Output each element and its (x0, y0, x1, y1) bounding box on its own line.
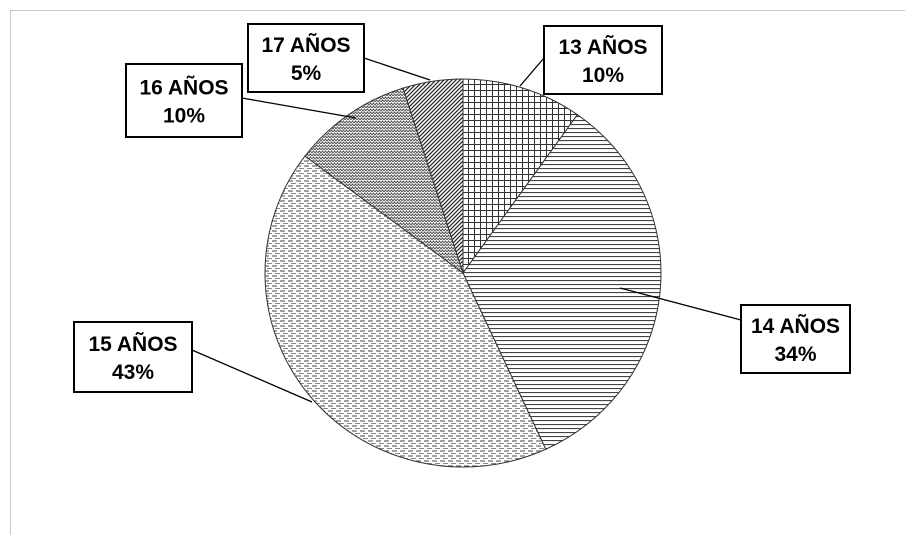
pie-slice-15-anos (264, 155, 547, 468)
data-label-percent: 10% (163, 105, 205, 128)
data-label-category: 14 AÑOS (751, 315, 840, 338)
leader-line-15-anos (191, 349, 313, 403)
data-label-box (740, 304, 851, 374)
leader-line-17-anos (363, 57, 431, 81)
data-label-15-anos: 15 AÑOS 43% (73, 321, 193, 393)
data-label-16-anos: 16 AÑOS 10% (125, 63, 243, 138)
chart-frame (10, 10, 905, 535)
data-label-box (125, 63, 243, 138)
data-label-box (543, 25, 663, 95)
pie-slice-16-anos (304, 87, 464, 275)
data-label-category: 16 AÑOS (139, 77, 228, 100)
data-label-14-anos: 14 AÑOS 34% (740, 304, 851, 374)
leader-line-13-anos (519, 57, 545, 87)
data-label-category: 17 AÑOS (261, 34, 350, 57)
data-label-13-anos: 13 AÑOS 10% (543, 25, 663, 95)
data-label-percent: 34% (774, 343, 816, 366)
data-label-percent: 10% (582, 64, 624, 87)
pie-slice-14-anos (462, 113, 662, 450)
data-label-category: 15 AÑOS (88, 333, 177, 356)
data-label-box (73, 321, 193, 393)
data-label-category: 13 AÑOS (558, 36, 647, 59)
data-label-box (247, 23, 365, 93)
leader-line-16-anos (241, 97, 357, 119)
pie-slice-13-anos (462, 78, 579, 275)
data-label-17-anos: 17 AÑOS 5% (247, 23, 365, 93)
pie-slice-17-anos (402, 78, 464, 274)
leader-line-14-anos (619, 287, 742, 321)
data-label-percent: 5% (291, 62, 322, 85)
data-label-percent: 43% (112, 361, 154, 384)
